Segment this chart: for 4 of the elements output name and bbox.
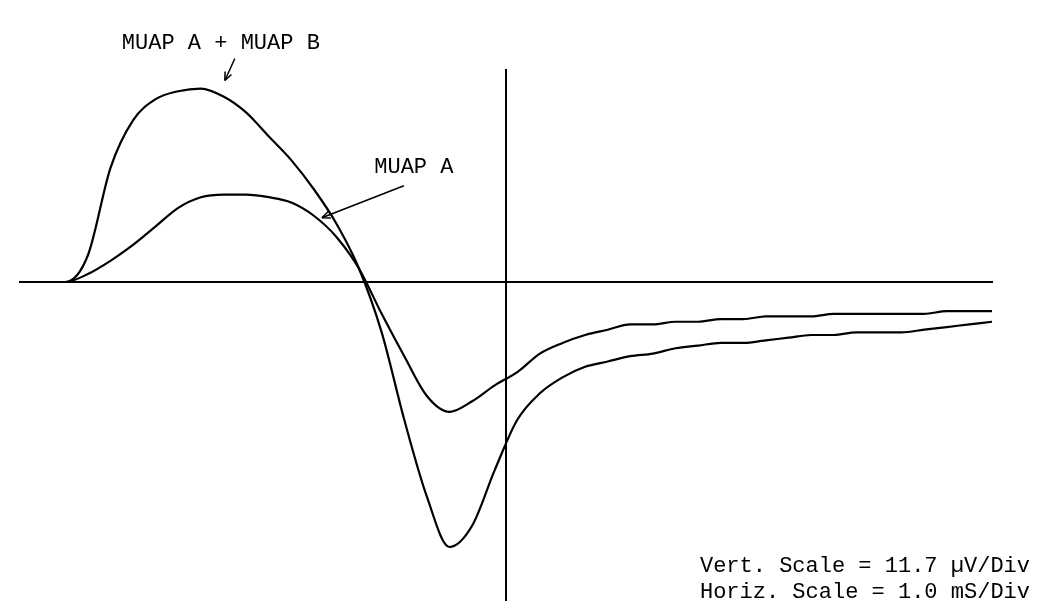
text: MUAP A	[374, 154, 455, 180]
text: Vert. Scale = 11.7 µV/Div	[699, 554, 1030, 580]
text: Horiz. Scale = 1.0 mS/Div	[699, 580, 1030, 606]
text: MUAP A + MUAP B	[121, 31, 320, 57]
